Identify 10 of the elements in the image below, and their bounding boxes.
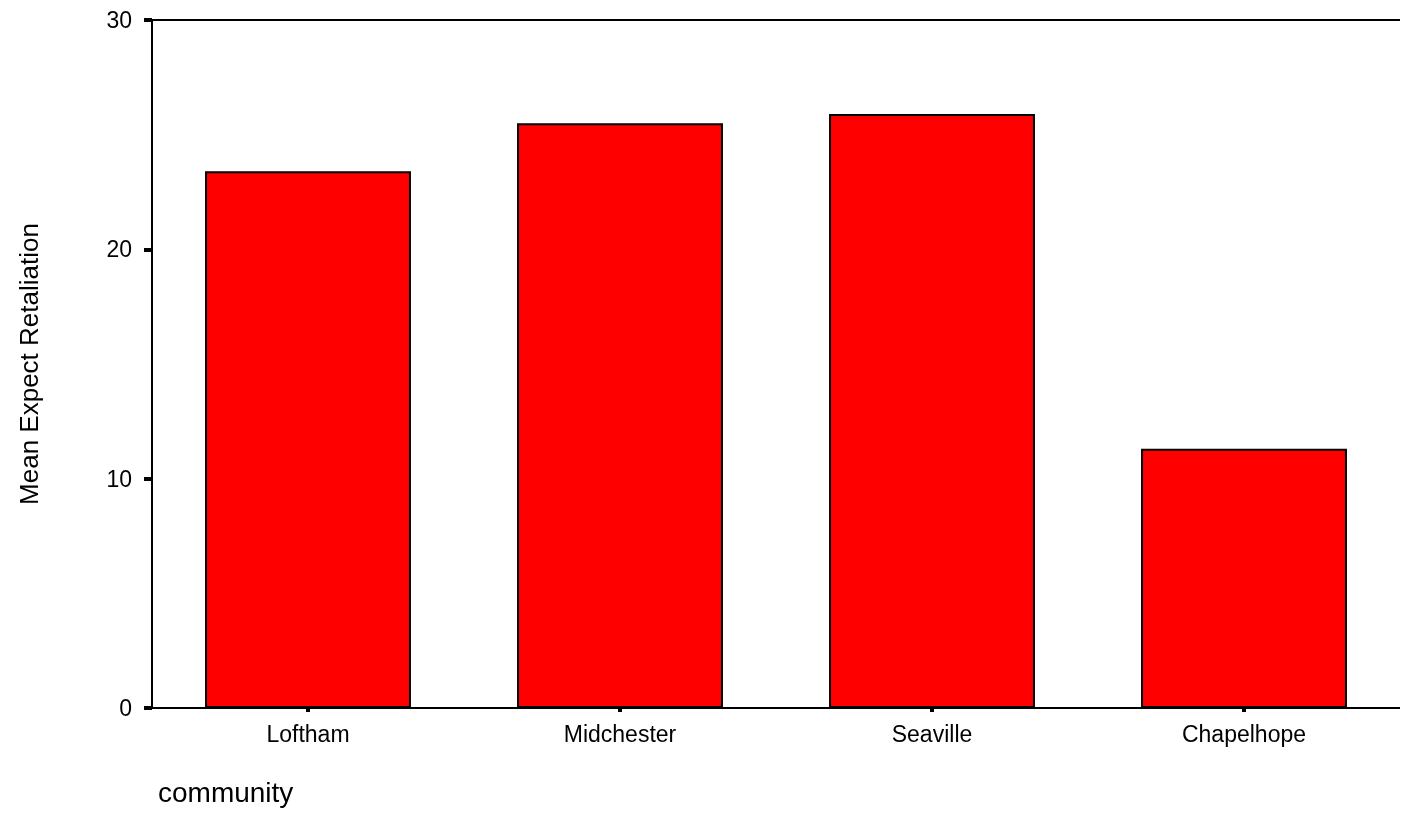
x-tick-label: Midchester — [563, 720, 677, 747]
x-tick-label: Loftham — [266, 720, 350, 747]
x-axis-title: community — [158, 776, 294, 808]
x-tick-label: Seaville — [891, 720, 973, 747]
x-tick-label: Chapelhope — [1181, 720, 1307, 747]
y-tick-label: 20 — [106, 236, 132, 263]
y-tick-label: 10 — [106, 465, 132, 492]
y-tick-label: 0 — [119, 695, 132, 721]
y-tick-label: 30 — [106, 7, 132, 33]
y-axis-title: Mean Expect Retaliation — [14, 223, 44, 505]
